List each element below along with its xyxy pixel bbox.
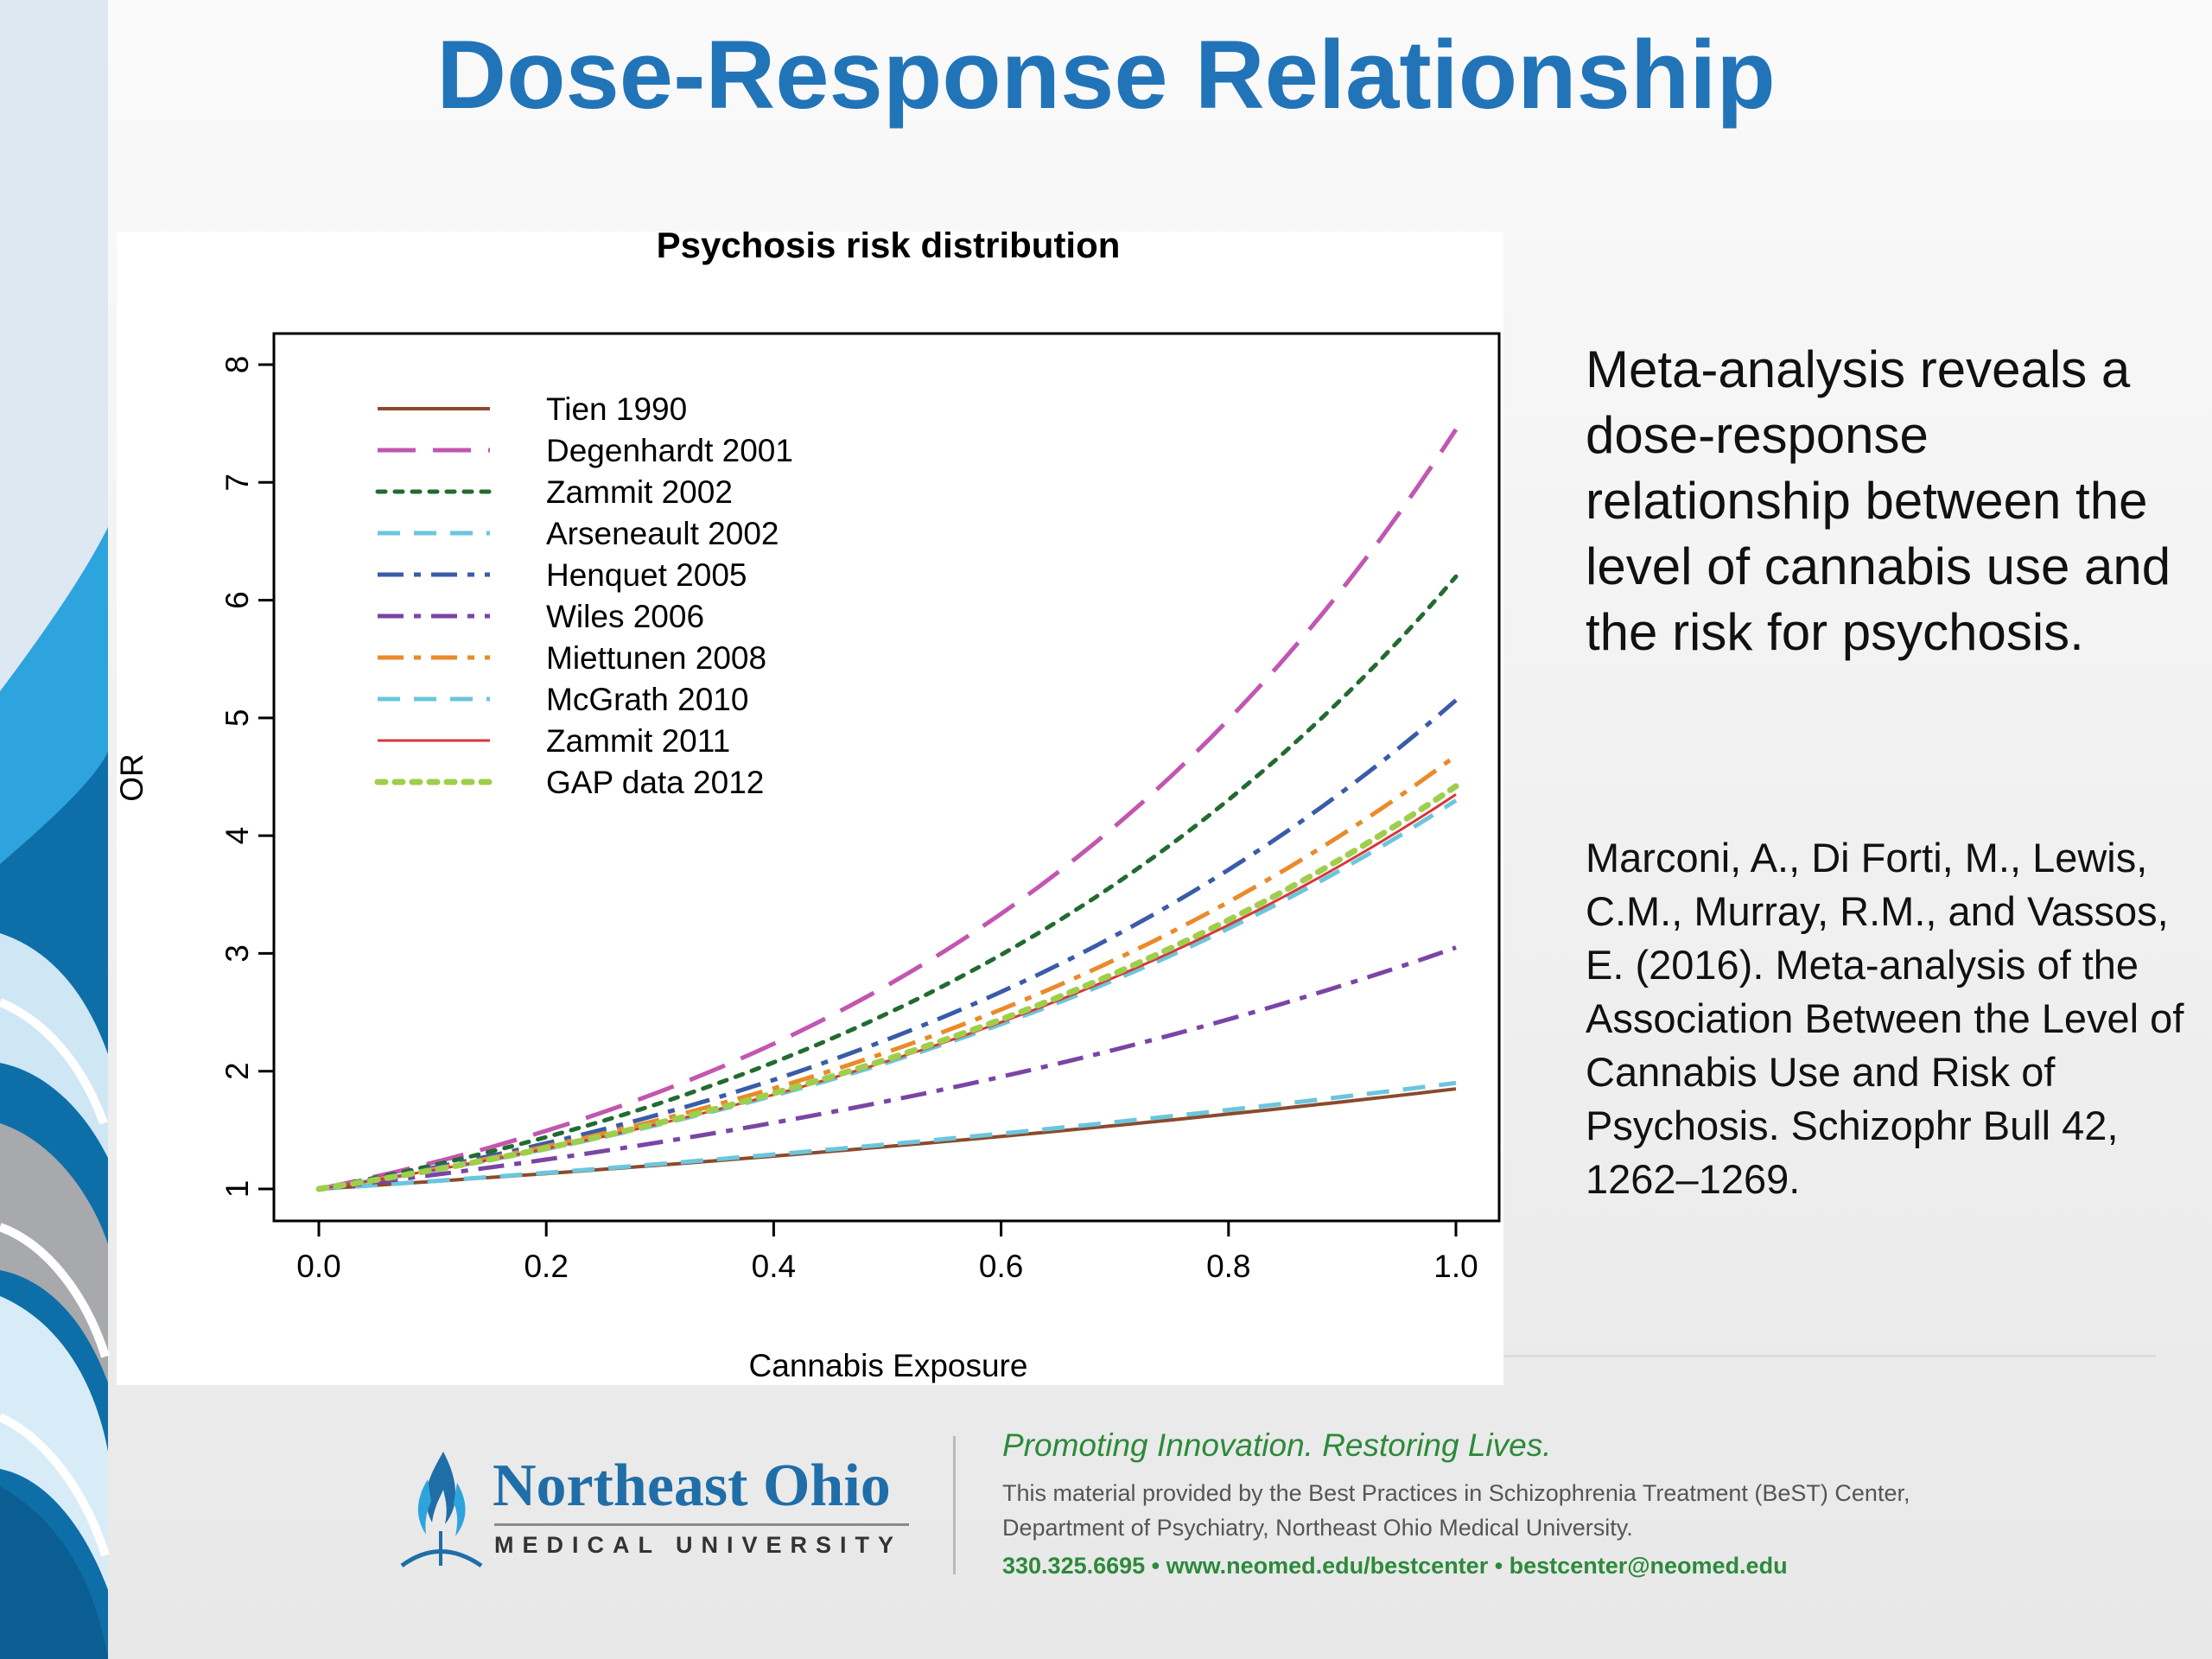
legend-label: Zammit 2011 [546, 723, 730, 759]
y-tick-label: 8 [219, 356, 255, 374]
y-tick-label: 4 [219, 827, 255, 845]
org-subtitle: MEDICAL UNIVERSITY [494, 1532, 903, 1558]
series-line [318, 698, 1458, 1192]
series-line [318, 753, 1458, 1192]
x-tick-label: 0.8 [1206, 1249, 1250, 1284]
x-axis: 0.0 0.2 0.4 0.6 0.8 1.0 [296, 1219, 1478, 1284]
series-line [318, 793, 1457, 1191]
flame-logo-icon [400, 1452, 483, 1568]
y-tick-label: 7 [219, 474, 255, 492]
legend-label: GAP data 2012 [546, 765, 764, 800]
legend-label: Zammit 2002 [546, 474, 733, 510]
tagline: Promoting Innovation. Restoring Lives. [1002, 1427, 1552, 1463]
series-line [318, 1080, 1457, 1192]
y-tick-label: 1 [219, 1180, 255, 1198]
y-axis: 1 2 3 4 5 6 7 8 [219, 356, 276, 1198]
y-axis-label: OR [117, 753, 149, 802]
legend-label: McGrath 2010 [546, 682, 748, 717]
y-tick-label: 2 [219, 1062, 255, 1080]
y-tick-label: 6 [219, 591, 255, 609]
x-axis-label: Cannabis Exposure [749, 1348, 1028, 1383]
series-lines [315, 428, 1459, 1192]
footer-separator [953, 1436, 956, 1574]
x-tick-label: 0.2 [524, 1249, 568, 1284]
y-tick-label: 3 [219, 944, 255, 963]
legend-label: Wiles 2006 [546, 599, 704, 634]
org-rule [494, 1523, 909, 1526]
legend-label: Tien 1990 [546, 391, 687, 427]
contact-line[interactable]: 330.325.6695 • www.neomed.edu/bestcenter… [1002, 1553, 1788, 1579]
series-line [316, 574, 1459, 1192]
x-tick-label: 0.0 [296, 1249, 340, 1284]
org-name: Northeast Ohio [493, 1452, 891, 1519]
x-tick-label: 0.4 [752, 1249, 796, 1284]
series-line [318, 428, 1459, 1192]
plot-frame [272, 332, 1501, 1223]
psychosis-risk-chart: Psychosis risk distribution 0.0 0.2 0.4 0.6… [117, 232, 1501, 1383]
x-tick-label: 0.6 [979, 1249, 1023, 1284]
legend-label: Arseneault 2002 [546, 516, 779, 551]
citation-text: Marconi, A., Di Forti, M., Lewis, C.M., … [1586, 835, 2184, 1202]
series-line [318, 1087, 1457, 1191]
decorative-swoosh [0, 0, 110, 1659]
legend-label: Degenhardt 2001 [546, 433, 793, 468]
slide-title: Dose-Response Relationship [436, 21, 1776, 129]
y-tick-label: 5 [219, 709, 255, 728]
x-tick-label: 1.0 [1433, 1249, 1478, 1284]
summary-text: Meta-analysis reveals a dose-response re… [1586, 340, 2171, 661]
chart-panel: Psychosis risk distribution 0.0 0.2 0.4 0.6… [117, 232, 1503, 1385]
legend: Tien 1990 Degenhardt 2001 Zammit 2002 Arsen… [374, 391, 793, 800]
chart-title: Psychosis risk distribution [657, 232, 1121, 265]
divider-line [1503, 1355, 2156, 1357]
series-line [318, 945, 1457, 1192]
legend-label: Henquet 2005 [546, 557, 747, 593]
series-line [318, 798, 1458, 1192]
legend-label: Miettunen 2008 [546, 640, 766, 676]
footer-note: This material provided by the Best Pract… [1002, 1480, 1910, 1541]
series-line [315, 783, 1459, 1192]
